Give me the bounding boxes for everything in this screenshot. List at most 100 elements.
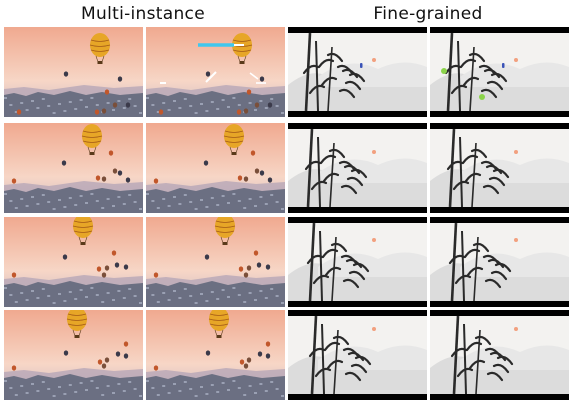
small-balloon bbox=[253, 250, 259, 256]
small-balloon bbox=[205, 71, 211, 77]
small-balloon bbox=[256, 262, 262, 268]
town bbox=[146, 281, 285, 307]
balloon-frame-1-original bbox=[4, 27, 143, 117]
small-balloon bbox=[250, 150, 256, 156]
small-balloon bbox=[265, 353, 271, 359]
bamboo-leaves bbox=[302, 52, 366, 99]
small-balloon bbox=[246, 89, 252, 95]
town-buildings bbox=[146, 380, 284, 397]
bamboo-frame-1-edited bbox=[430, 27, 569, 117]
small-balloon bbox=[115, 351, 121, 357]
small-balloon bbox=[104, 357, 110, 363]
far-mountains bbox=[460, 62, 569, 87]
bottom-letterbox bbox=[430, 301, 569, 307]
balloon-frame-2-edited bbox=[146, 123, 285, 213]
small-balloon bbox=[158, 109, 164, 115]
small-balloon bbox=[94, 109, 100, 115]
small-balloon bbox=[11, 178, 17, 184]
small-balloon bbox=[123, 353, 129, 359]
small-balloon bbox=[104, 89, 110, 95]
far-mountains bbox=[318, 62, 427, 87]
small-balloon bbox=[95, 175, 101, 181]
small-balloon bbox=[97, 359, 103, 365]
small-balloon bbox=[11, 365, 17, 371]
small-balloon bbox=[108, 150, 114, 156]
small-balloon bbox=[153, 365, 159, 371]
small-balloon bbox=[123, 264, 129, 270]
bottom-letterbox bbox=[288, 394, 427, 400]
small-balloon bbox=[101, 272, 107, 278]
small-balloon bbox=[62, 254, 68, 260]
main-balloon bbox=[66, 310, 88, 338]
bamboo-frame-2-edited bbox=[430, 123, 569, 213]
heading-multi-instance: Multi-instance bbox=[81, 4, 205, 24]
small-balloon bbox=[259, 76, 265, 82]
small-balloon bbox=[243, 176, 249, 182]
small-balloon bbox=[265, 264, 271, 270]
motion-arrows bbox=[160, 43, 266, 84]
far-mountains bbox=[460, 252, 569, 277]
far-mountains bbox=[460, 345, 569, 370]
blue-marker bbox=[502, 63, 505, 68]
town-buildings bbox=[146, 97, 284, 114]
bamboo-frame-4-original bbox=[288, 310, 427, 400]
small-balloon bbox=[265, 341, 271, 347]
bottom-letterbox bbox=[430, 394, 569, 400]
far-mountains bbox=[460, 158, 569, 183]
small-balloon bbox=[117, 76, 123, 82]
small-balloon bbox=[63, 71, 69, 77]
small-balloon bbox=[153, 178, 159, 184]
bamboo-frame-3-edited bbox=[430, 217, 569, 307]
small-balloon bbox=[267, 177, 273, 183]
heading-fine-grained: Fine-grained bbox=[373, 4, 483, 24]
balloon-frame-4-original bbox=[4, 310, 143, 400]
town bbox=[146, 374, 285, 400]
top-letterbox bbox=[430, 27, 569, 33]
balloon-frame-1-edited bbox=[146, 27, 285, 117]
small-balloon bbox=[257, 351, 263, 357]
main-balloon bbox=[208, 310, 230, 338]
small-balloon bbox=[125, 177, 131, 183]
bamboo-leaves bbox=[448, 242, 512, 289]
balloon-frame-3-edited bbox=[146, 217, 285, 307]
small-balloon bbox=[11, 272, 17, 278]
small-balloon bbox=[236, 109, 242, 115]
small-balloon bbox=[104, 265, 110, 271]
top-letterbox bbox=[430, 217, 569, 223]
bamboo-frame-1-original bbox=[288, 27, 427, 117]
town bbox=[4, 91, 143, 117]
town-buildings bbox=[4, 380, 142, 397]
small-balloon bbox=[123, 341, 129, 347]
small-balloon bbox=[203, 160, 209, 166]
top-letterbox bbox=[430, 123, 569, 129]
small-balloon bbox=[243, 108, 249, 114]
balloon-frame-4-edited bbox=[146, 310, 285, 400]
bamboo-leaves bbox=[308, 335, 372, 382]
small-balloon bbox=[246, 265, 252, 271]
town bbox=[4, 281, 143, 307]
far-mountains bbox=[318, 158, 427, 183]
top-letterbox bbox=[288, 310, 427, 316]
bamboo-leaves bbox=[450, 335, 514, 382]
sun-dot bbox=[514, 150, 518, 154]
bottom-letterbox bbox=[288, 301, 427, 307]
small-balloon bbox=[112, 168, 118, 174]
small-balloon bbox=[153, 272, 159, 278]
sun-dot bbox=[372, 327, 376, 331]
top-letterbox bbox=[288, 217, 427, 223]
main-balloon bbox=[214, 217, 236, 245]
small-balloon bbox=[254, 102, 260, 108]
small-balloon bbox=[254, 168, 260, 174]
town bbox=[4, 187, 143, 213]
bamboo-leaves bbox=[444, 52, 508, 99]
small-balloon bbox=[96, 266, 102, 272]
town-buildings bbox=[146, 193, 284, 210]
small-balloon bbox=[205, 350, 211, 356]
small-balloon bbox=[246, 357, 252, 363]
blue-marker bbox=[360, 63, 363, 68]
bamboo-frame-4-edited bbox=[430, 310, 569, 400]
sun-dot bbox=[372, 150, 376, 154]
town bbox=[4, 374, 143, 400]
bamboo-frame-2-original bbox=[288, 123, 427, 213]
bamboo-leaves bbox=[446, 148, 510, 195]
